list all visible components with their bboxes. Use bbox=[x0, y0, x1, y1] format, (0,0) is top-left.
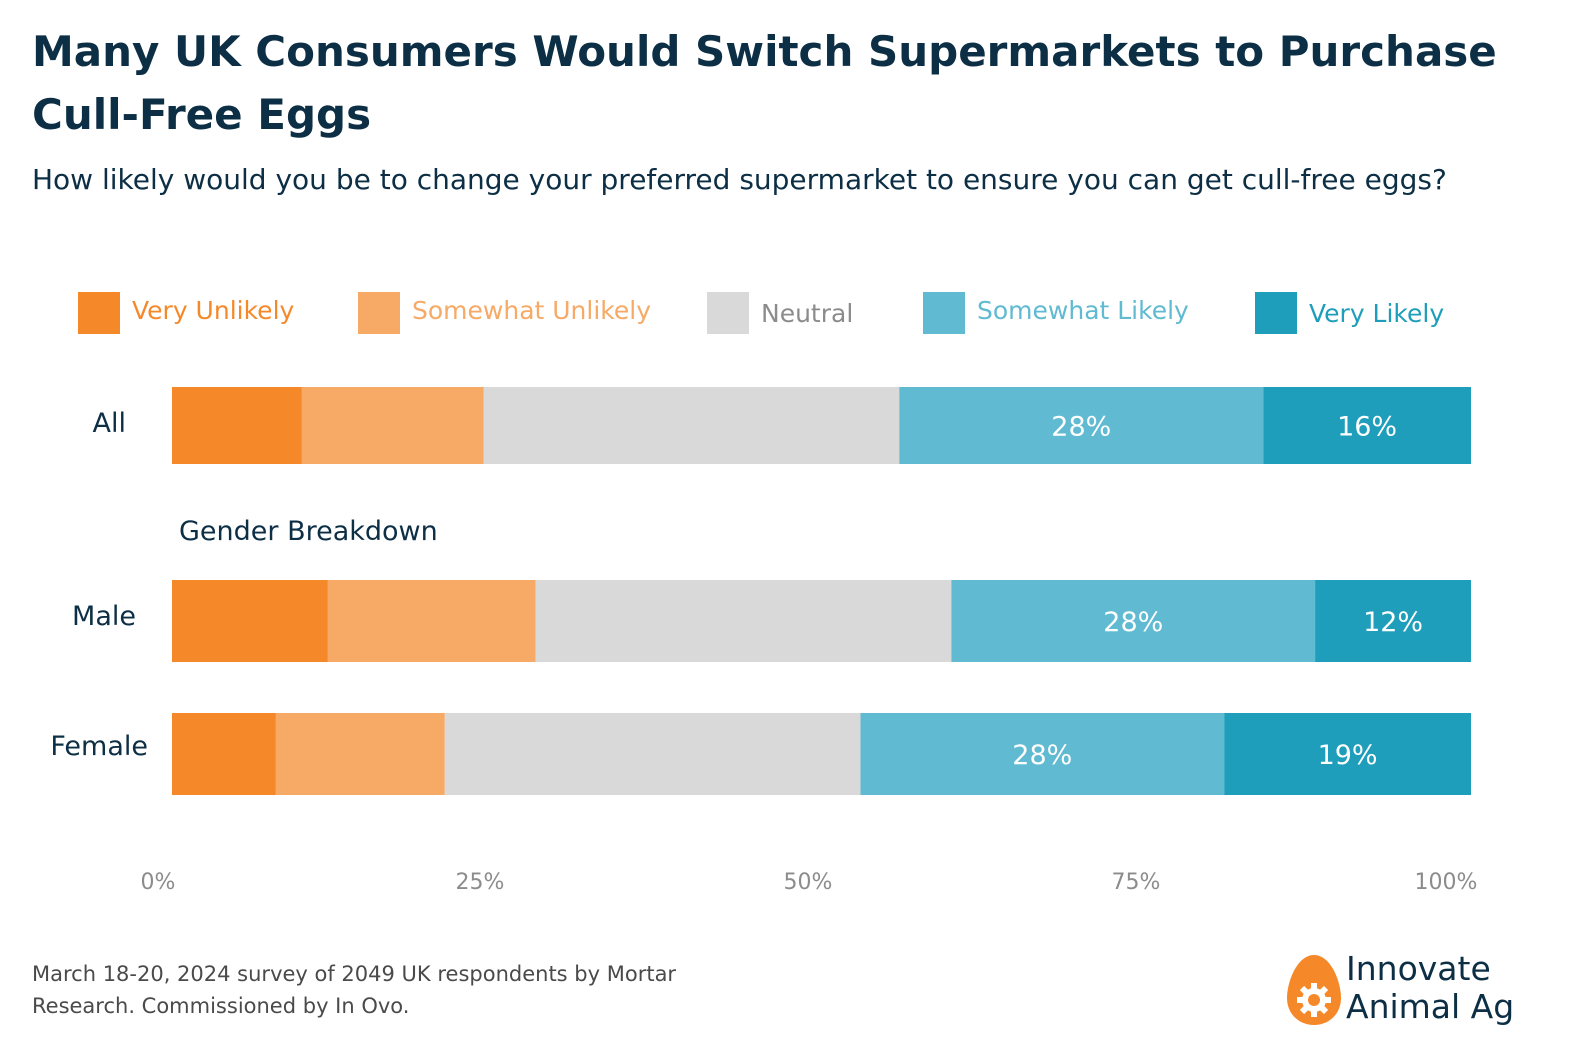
bar-all-very-unlikely bbox=[172, 387, 302, 464]
bar-male-neutral bbox=[535, 580, 952, 662]
bar-all-somewhat-unlikely bbox=[301, 387, 484, 464]
category-label-male: Male bbox=[72, 601, 136, 632]
data-label-male-somewhat-likely: 28% bbox=[1103, 607, 1163, 638]
legend-swatch-very-unlikely bbox=[78, 292, 120, 334]
egg-gear-icon bbox=[1287, 955, 1341, 1025]
data-label-all-very-likely: 16% bbox=[1337, 412, 1397, 443]
bar-all-very-likely bbox=[1263, 387, 1471, 464]
bar-all-somewhat-likely bbox=[899, 387, 1264, 464]
bar-male-very-unlikely bbox=[172, 580, 328, 662]
category-label-female: Female bbox=[50, 731, 148, 762]
legend-swatch-neutral bbox=[707, 292, 749, 334]
legend-swatch-very-likely bbox=[1255, 292, 1297, 334]
x-tick-0: 0% bbox=[140, 870, 176, 895]
x-tick-75: 75% bbox=[1111, 870, 1161, 895]
legend-swatch-somewhat-unlikely bbox=[358, 292, 400, 334]
chart-title: Many UK Consumers Would Switch Supermark… bbox=[32, 27, 1497, 139]
logo-line-1: Innovate bbox=[1346, 949, 1491, 988]
legend-label-neutral: Neutral bbox=[761, 299, 854, 328]
x-tick-50: 50% bbox=[783, 870, 833, 895]
bar-all-neutral bbox=[483, 387, 900, 464]
x-tick-100: 100% bbox=[1414, 870, 1478, 895]
legend: Very Unlikely Somewhat Unlikely Neutral … bbox=[0, 288, 1574, 338]
logo-line-2: Animal Ag bbox=[1346, 987, 1515, 1026]
data-label-male-very-likely: 12% bbox=[1363, 607, 1423, 638]
x-tick-25: 25% bbox=[455, 870, 505, 895]
group-heading: Gender Breakdown bbox=[179, 516, 438, 547]
bar-female-very-likely bbox=[1224, 713, 1471, 795]
bar-male-very-likely bbox=[1315, 580, 1471, 662]
data-label-all-somewhat-likely: 28% bbox=[1051, 412, 1111, 443]
bar-female-neutral bbox=[444, 713, 861, 795]
bar-female-somewhat-likely bbox=[860, 713, 1225, 795]
bar-male-somewhat-likely bbox=[951, 580, 1316, 662]
data-label-female-somewhat-likely: 28% bbox=[1012, 740, 1072, 771]
legend-label-very-likely: Very Likely bbox=[1309, 299, 1445, 328]
category-label-all: All bbox=[92, 408, 126, 439]
bar-female-somewhat-unlikely bbox=[275, 713, 445, 795]
legend-label-somewhat-unlikely: Somewhat Unlikely bbox=[412, 296, 652, 325]
legend-label-very-unlikely: Very Unlikely bbox=[132, 296, 295, 325]
bar-male-somewhat-unlikely bbox=[327, 580, 536, 662]
bar-female-very-unlikely bbox=[172, 713, 276, 795]
legend-swatch-somewhat-likely bbox=[923, 292, 965, 334]
chart-subtitle: How likely would you be to change your p… bbox=[32, 163, 1447, 196]
legend-label-somewhat-likely: Somewhat Likely bbox=[977, 296, 1189, 325]
footnote: March 18-20, 2024 survey of 2049 UK resp… bbox=[32, 962, 677, 1018]
logo-text: Innovate Animal Ag bbox=[1346, 950, 1514, 1026]
brand-logo: Innovate Animal Ag bbox=[1284, 950, 1544, 1030]
data-label-female-very-likely: 19% bbox=[1318, 740, 1378, 771]
